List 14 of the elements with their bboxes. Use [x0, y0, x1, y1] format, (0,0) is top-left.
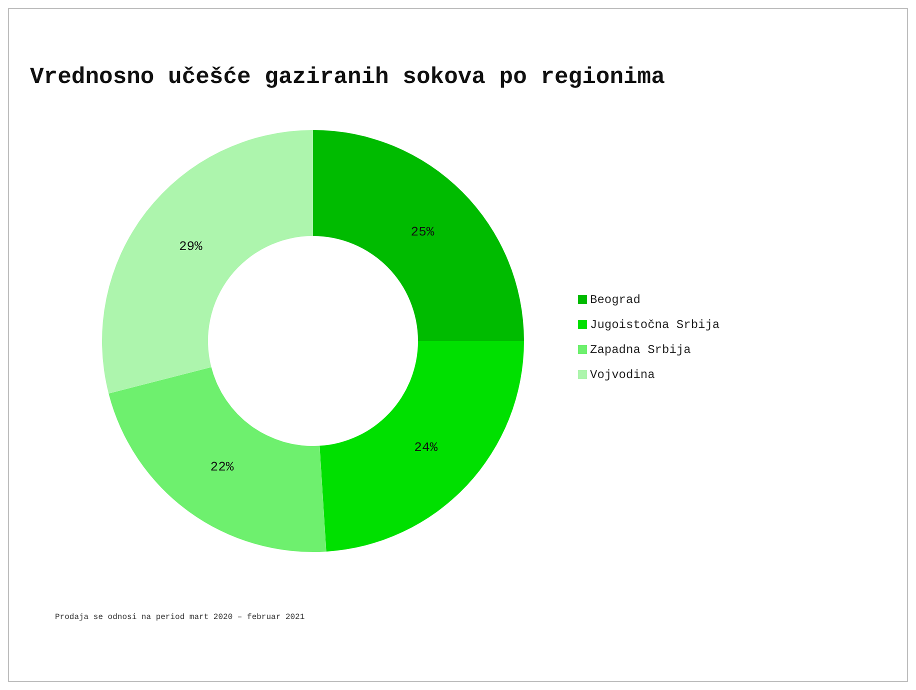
data-label: 25% [410, 224, 434, 240]
text: Prodaja se odnosi na period mart 2020 – februar 2021 [55, 613, 305, 622]
donut-slice [313, 130, 524, 341]
donut-slice [320, 341, 524, 552]
data-label: 24% [414, 439, 438, 454]
legend-label: Zapadna Srbija [590, 342, 691, 356]
legend-label: Jugoistočna Srbija [590, 318, 720, 332]
data-label: 22% [210, 458, 234, 474]
donut-slice [102, 130, 313, 394]
legend-label: Beograd [590, 292, 640, 306]
legend-label: Vojvodina [590, 368, 655, 382]
chart-title: Vrednosno učešće gaziranih sokova po regionima [30, 64, 665, 90]
donut-slice [108, 367, 326, 552]
data-label: 29% [178, 238, 203, 254]
